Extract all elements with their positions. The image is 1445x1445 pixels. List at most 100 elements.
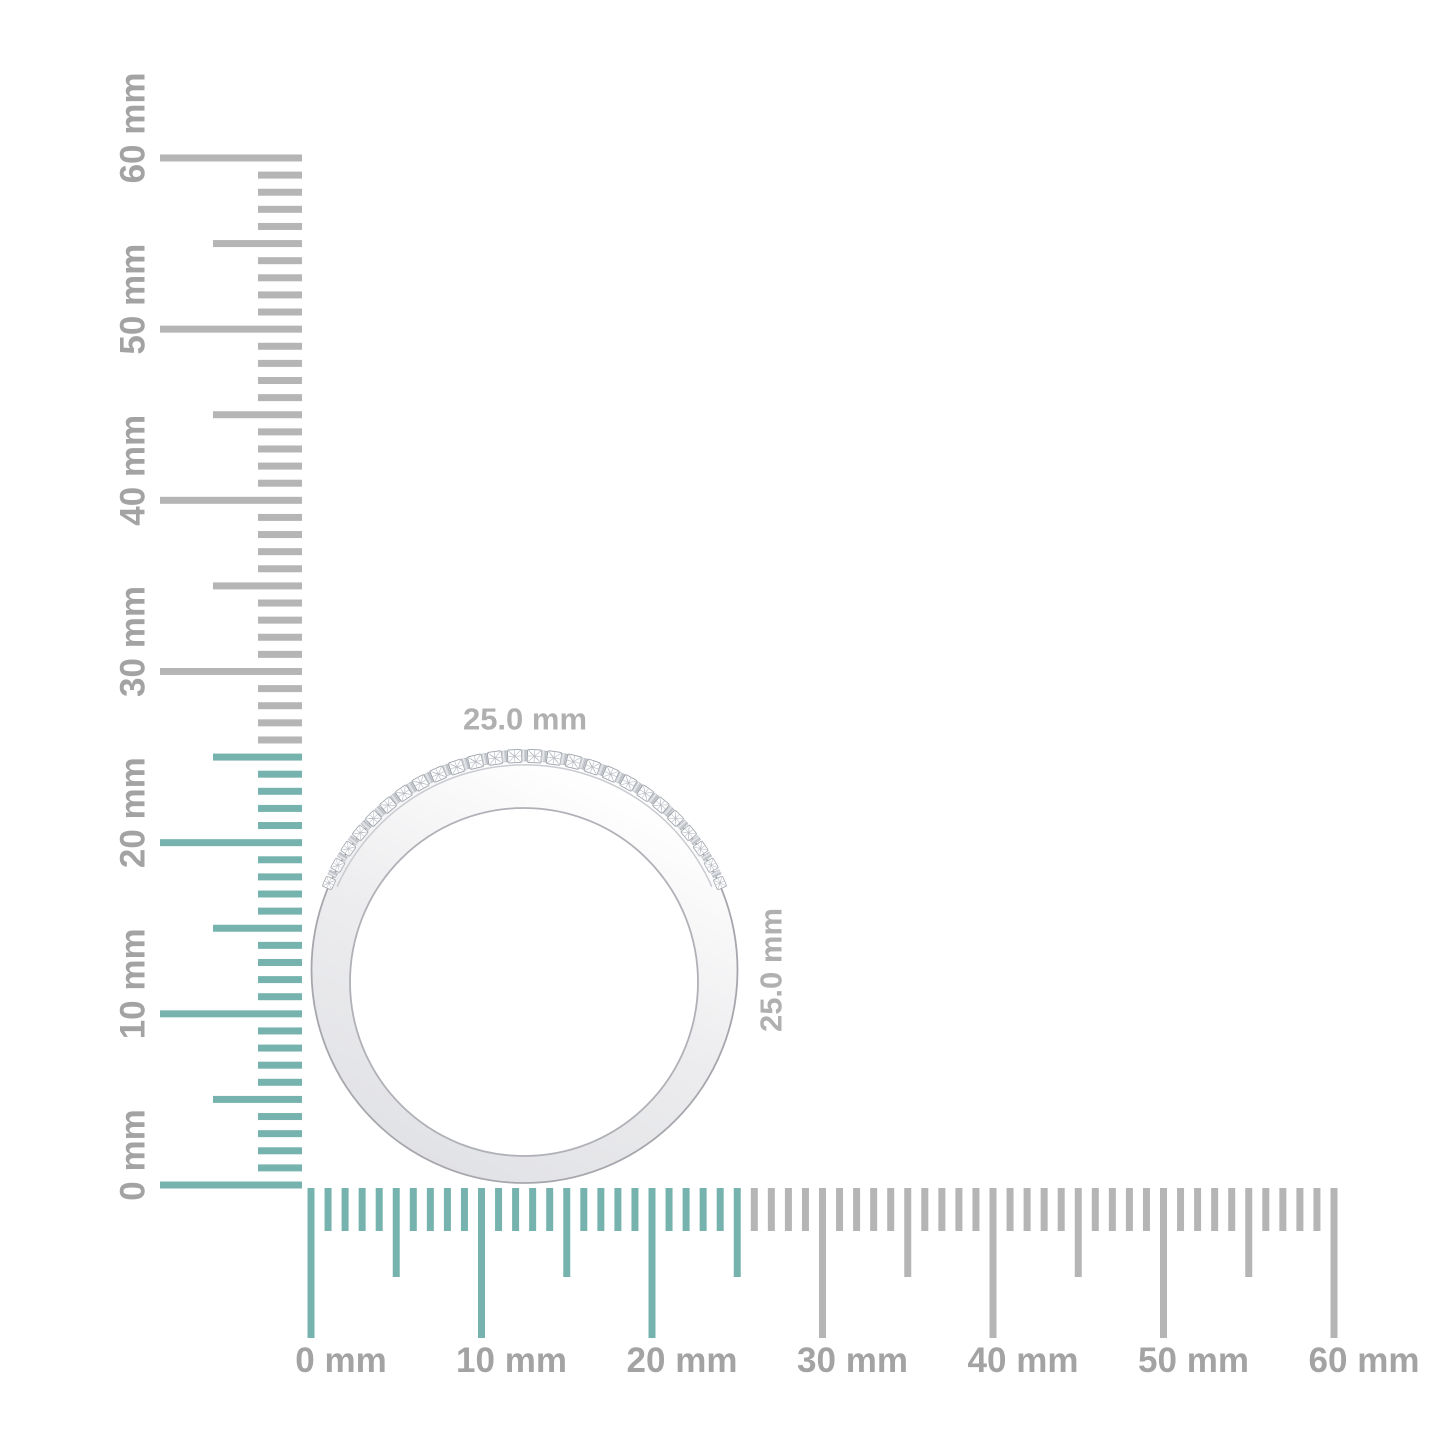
diamond-stone xyxy=(526,748,543,764)
v-ruler-tick-12mm xyxy=(258,976,302,984)
h-ruler-tick-33mm xyxy=(870,1188,878,1231)
v-ruler-tick-43mm xyxy=(258,445,302,453)
h-ruler-tick-60mm xyxy=(1330,1188,1338,1338)
h-ruler-tick-35mm xyxy=(904,1188,912,1277)
h-ruler-tick-38mm xyxy=(955,1188,963,1231)
h-ruler-tick-9mm xyxy=(460,1188,468,1231)
h-ruler-tick-26mm xyxy=(750,1188,758,1231)
v-ruler-tick-35mm xyxy=(213,582,302,590)
h-ruler-label-0mm: 0 mm xyxy=(295,1341,386,1380)
ring-width-dimension-label: 25.0 mm xyxy=(463,702,587,737)
h-ruler-tick-13mm xyxy=(529,1188,537,1231)
h-ruler-tick-52mm xyxy=(1194,1188,1202,1231)
v-ruler-label-10mm: 10 mm xyxy=(114,928,153,1039)
h-ruler-tick-45mm xyxy=(1074,1188,1082,1277)
h-ruler-tick-21mm xyxy=(665,1188,673,1231)
h-ruler-tick-0mm xyxy=(307,1188,315,1338)
v-ruler-tick-38mm xyxy=(258,531,302,539)
h-ruler-label-40mm: 40 mm xyxy=(968,1341,1079,1380)
v-ruler-tick-5mm xyxy=(213,1095,302,1103)
h-ruler-tick-50mm xyxy=(1160,1188,1167,1338)
v-ruler-tick-21mm xyxy=(258,822,302,830)
h-ruler-tick-10mm xyxy=(478,1188,485,1338)
v-ruler-tick-10mm xyxy=(160,1010,302,1018)
ring-image xyxy=(310,748,739,1184)
h-ruler-tick-4mm xyxy=(375,1188,383,1231)
diamond-stone xyxy=(545,750,563,766)
h-ruler-tick-15mm xyxy=(563,1188,571,1277)
h-ruler-tick-55mm xyxy=(1245,1188,1253,1277)
v-ruler-tick-32mm xyxy=(258,633,302,641)
h-ruler-tick-23mm xyxy=(699,1188,707,1231)
v-ruler-tick-52mm xyxy=(258,291,302,299)
h-ruler-tick-49mm xyxy=(1142,1188,1150,1231)
v-ruler-tick-3mm xyxy=(258,1130,302,1138)
h-ruler-tick-25mm xyxy=(733,1188,741,1277)
v-ruler-tick-60mm xyxy=(160,154,302,162)
h-ruler-tick-28mm xyxy=(784,1188,792,1231)
h-ruler-tick-24mm xyxy=(716,1188,724,1231)
h-ruler-tick-18mm xyxy=(614,1188,622,1231)
h-ruler-tick-48mm xyxy=(1125,1188,1133,1231)
v-ruler-tick-59mm xyxy=(258,171,302,179)
h-ruler-tick-41mm xyxy=(1006,1188,1014,1231)
v-ruler-tick-1mm xyxy=(258,1164,302,1172)
h-ruler-tick-2mm xyxy=(341,1188,349,1231)
v-ruler-tick-31mm xyxy=(258,650,302,658)
v-ruler-tick-50mm xyxy=(160,325,302,333)
h-ruler-tick-58mm xyxy=(1296,1188,1304,1231)
v-ruler-tick-25mm xyxy=(213,753,302,761)
v-ruler-label-20mm: 20 mm xyxy=(114,757,153,868)
h-ruler-tick-42mm xyxy=(1023,1188,1031,1231)
v-ruler-tick-37mm xyxy=(258,548,302,556)
v-ruler-tick-13mm xyxy=(258,958,302,966)
v-ruler-tick-40mm xyxy=(160,496,302,504)
h-ruler-tick-32mm xyxy=(853,1188,861,1231)
h-ruler-tick-37mm xyxy=(938,1188,946,1231)
h-ruler-tick-47mm xyxy=(1108,1188,1116,1231)
h-ruler-tick-59mm xyxy=(1313,1188,1321,1231)
h-ruler-label-30mm: 30 mm xyxy=(797,1341,908,1380)
h-ruler-tick-3mm xyxy=(358,1188,366,1231)
h-ruler-tick-14mm xyxy=(546,1188,554,1231)
h-ruler-tick-31mm xyxy=(836,1188,844,1231)
v-ruler-tick-20mm xyxy=(160,839,302,847)
v-ruler-tick-24mm xyxy=(258,770,302,778)
stone-prong xyxy=(521,749,528,762)
v-ruler-tick-56mm xyxy=(258,222,302,230)
v-ruler-tick-15mm xyxy=(213,924,302,932)
h-ruler-tick-17mm xyxy=(597,1188,605,1231)
v-ruler-tick-30mm xyxy=(160,667,302,675)
v-ruler-tick-26mm xyxy=(258,736,302,744)
v-ruler-tick-33mm xyxy=(258,616,302,624)
v-ruler-label-60mm: 60 mm xyxy=(114,73,153,184)
vertical-ruler: 0 mm 10 mm 20 mm 30 mm 40 mm 50 mm 60 mm xyxy=(114,73,302,1201)
h-ruler-label-10mm: 10 mm xyxy=(456,1341,567,1380)
v-ruler-tick-55mm xyxy=(213,240,302,248)
v-ruler-label-50mm: 50 mm xyxy=(114,244,153,355)
h-ruler-tick-34mm xyxy=(887,1188,895,1231)
h-ruler-tick-1mm xyxy=(324,1188,332,1231)
v-ruler-tick-16mm xyxy=(258,907,302,915)
v-ruler-label-40mm: 40 mm xyxy=(114,415,153,526)
h-ruler-tick-29mm xyxy=(801,1188,809,1231)
v-ruler-tick-11mm xyxy=(258,993,302,1001)
h-ruler-label-20mm: 20 mm xyxy=(627,1341,738,1380)
diamond-stone xyxy=(486,750,504,766)
v-ruler-tick-54mm xyxy=(258,257,302,265)
v-ruler-tick-4mm xyxy=(258,1113,302,1121)
v-ruler-tick-57mm xyxy=(258,205,302,213)
v-ruler-tick-53mm xyxy=(258,274,302,282)
stone-channel-line xyxy=(336,764,713,887)
h-ruler-tick-40mm xyxy=(989,1188,997,1338)
v-ruler-tick-49mm xyxy=(258,342,302,350)
h-ruler-label-60mm: 60 mm xyxy=(1309,1341,1420,1380)
v-ruler-tick-51mm xyxy=(258,308,302,316)
v-ruler-tick-45mm xyxy=(213,411,302,419)
h-ruler-tick-54mm xyxy=(1228,1188,1236,1231)
h-ruler-tick-12mm xyxy=(512,1188,520,1231)
v-ruler-tick-47mm xyxy=(258,377,302,385)
h-ruler-tick-7mm xyxy=(426,1188,434,1231)
h-ruler-tick-39mm xyxy=(972,1188,980,1231)
